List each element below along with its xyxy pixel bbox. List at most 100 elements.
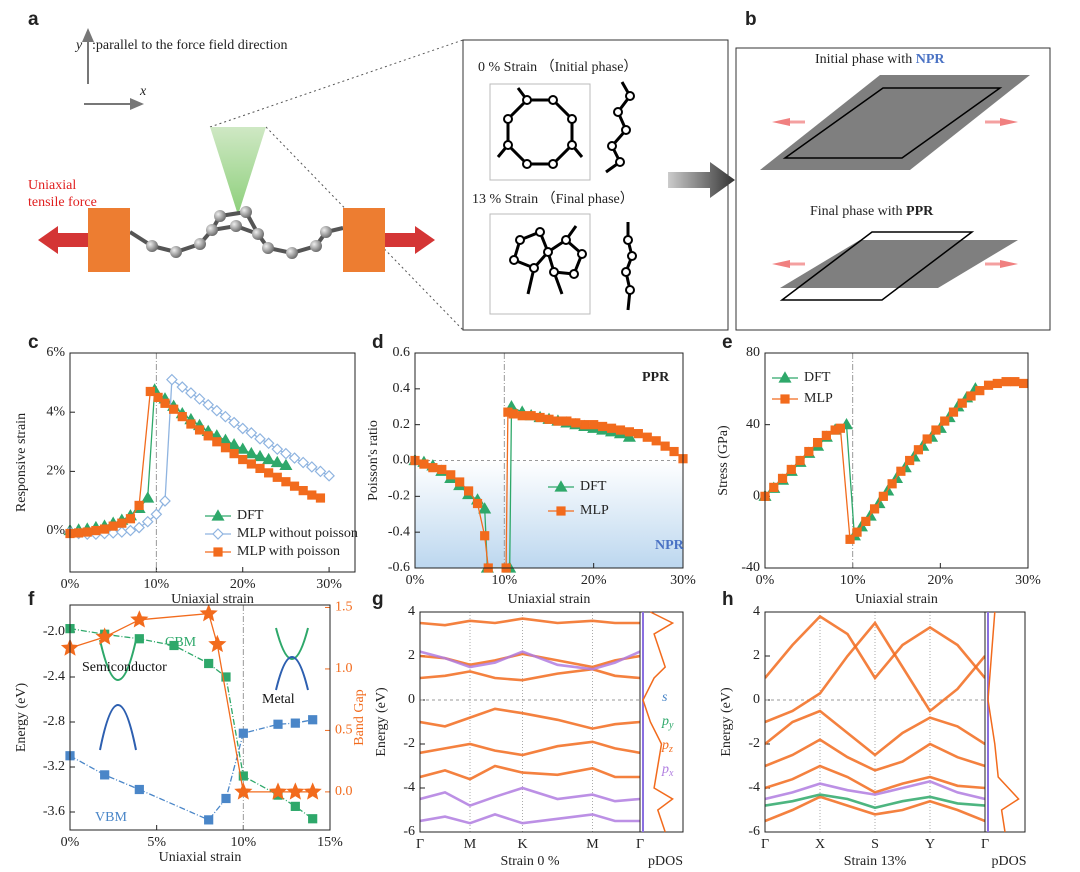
marker bbox=[508, 409, 518, 419]
marker bbox=[887, 479, 897, 489]
marker bbox=[315, 493, 326, 503]
band-line bbox=[420, 617, 640, 627]
panel-c: c 0% 10% 20% 30% 0% 2% 4% 6% Uniaxial strain Respo… bbox=[14, 332, 358, 607]
panel-letter: c bbox=[28, 332, 39, 353]
force-label: tensile force bbox=[28, 195, 97, 210]
caption-text: Final phase with bbox=[810, 204, 906, 219]
sheet-outline bbox=[779, 231, 975, 301]
y-tick-label: -40 bbox=[741, 560, 760, 575]
panel-letter: a bbox=[28, 9, 39, 30]
y-tick-label: -2.8 bbox=[43, 714, 65, 729]
pdos-legend-text: s bbox=[662, 690, 668, 705]
band-line bbox=[420, 813, 640, 825]
marker bbox=[271, 443, 284, 456]
x-tick-label: S bbox=[871, 837, 879, 852]
x-axis-label: Uniaxial strain bbox=[159, 850, 242, 865]
y2-tick-label: 1.5 bbox=[335, 600, 353, 615]
marker bbox=[95, 627, 114, 645]
marker bbox=[221, 672, 231, 682]
marker bbox=[419, 459, 429, 469]
marker bbox=[580, 420, 590, 430]
marker bbox=[262, 437, 275, 450]
marker bbox=[159, 495, 171, 507]
x-tick-label: 0% bbox=[61, 835, 80, 850]
caption-kind: PPR bbox=[906, 204, 934, 219]
marker bbox=[526, 411, 536, 421]
sheet bbox=[760, 75, 1030, 170]
marker bbox=[446, 470, 456, 480]
marker bbox=[845, 534, 855, 544]
pdos-legend: pz bbox=[661, 738, 673, 755]
pdos-legend: s bbox=[662, 690, 668, 705]
x-axis-label: Strain 13% bbox=[844, 854, 907, 869]
marker bbox=[966, 391, 976, 401]
band-line bbox=[420, 650, 640, 671]
x-tick-label: 20% bbox=[927, 573, 953, 588]
marker bbox=[124, 524, 137, 537]
x-tick-label: Γ bbox=[416, 837, 424, 852]
y-tick-label: 6% bbox=[46, 345, 65, 360]
marker bbox=[229, 449, 239, 459]
marker bbox=[273, 719, 283, 729]
marker bbox=[169, 404, 179, 414]
x-tick-label: M bbox=[586, 837, 599, 852]
marker bbox=[204, 658, 214, 669]
y-tick-label: -2 bbox=[748, 736, 760, 751]
y-tick-label: -0.4 bbox=[388, 524, 410, 539]
marker bbox=[227, 438, 241, 450]
x-tick-label: 15% bbox=[317, 835, 343, 850]
pdos-frame bbox=[639, 611, 684, 833]
band-line bbox=[765, 795, 985, 823]
x-axis-label: Uniaxial strain bbox=[171, 592, 254, 607]
plot-frame bbox=[414, 352, 684, 569]
band-line bbox=[765, 764, 985, 794]
stretch-arrow bbox=[772, 118, 790, 126]
marker bbox=[544, 414, 554, 424]
marker bbox=[535, 412, 545, 423]
stretch-arrow bbox=[772, 260, 790, 268]
annotation: PPR bbox=[642, 370, 670, 385]
marker bbox=[308, 814, 318, 824]
marker bbox=[100, 770, 110, 780]
marker bbox=[480, 531, 490, 541]
y-tick-label: 40 bbox=[746, 417, 760, 432]
x-tick-label: 10% bbox=[144, 577, 170, 592]
marker bbox=[99, 524, 110, 534]
pdos-legend-sub: y bbox=[668, 720, 674, 731]
marker bbox=[812, 437, 823, 448]
marker bbox=[228, 416, 240, 429]
marker bbox=[777, 473, 788, 484]
axis-name: y bbox=[74, 38, 83, 53]
marker bbox=[290, 801, 300, 811]
marker bbox=[455, 477, 465, 487]
phase-caption: Initial phase with NPR bbox=[815, 52, 945, 67]
x-axis-label: Uniaxial strain bbox=[508, 592, 591, 607]
panel-box bbox=[735, 47, 1051, 331]
band-line bbox=[420, 740, 640, 757]
marker bbox=[804, 446, 814, 457]
x-tick-label: X bbox=[815, 837, 825, 852]
marker bbox=[254, 432, 266, 445]
sheet-outline bbox=[782, 87, 1003, 159]
y-tick-label: 0 bbox=[753, 692, 760, 707]
marker bbox=[141, 491, 155, 503]
marker bbox=[186, 419, 196, 429]
marker bbox=[234, 782, 253, 800]
y-tick-label: -4 bbox=[748, 780, 760, 795]
caption-text: Initial phase with bbox=[815, 52, 916, 67]
x-tick-label: 0% bbox=[756, 573, 775, 588]
marker bbox=[957, 398, 967, 408]
clamp bbox=[343, 208, 385, 272]
band-line bbox=[765, 780, 985, 801]
marker bbox=[553, 416, 563, 426]
x-tick-label: Y bbox=[925, 837, 935, 852]
marker bbox=[202, 398, 215, 411]
pdos-legend-sub: x bbox=[668, 768, 674, 779]
marker bbox=[153, 392, 163, 402]
marker bbox=[478, 502, 492, 514]
x-tick-label: 20% bbox=[581, 573, 607, 588]
marker bbox=[669, 446, 679, 457]
marker bbox=[236, 442, 250, 454]
stretch-arrow bbox=[1000, 118, 1018, 126]
